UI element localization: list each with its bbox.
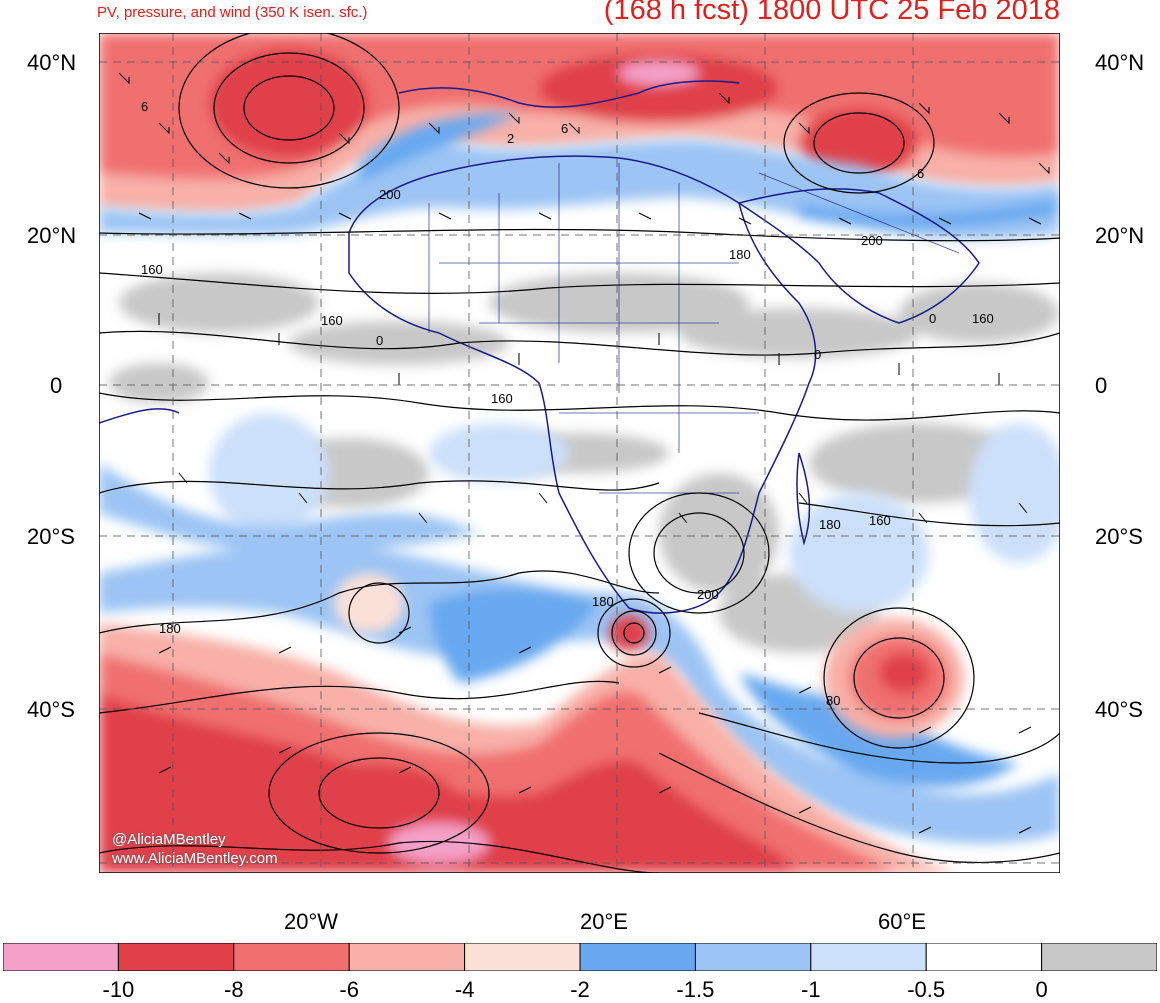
contour-label: 180 bbox=[819, 517, 841, 532]
credit-website: www.AliciaMBentley.com bbox=[112, 850, 278, 867]
pv-colorbar bbox=[3, 943, 1157, 971]
colorbar-swatch bbox=[694, 943, 812, 971]
contour-label: 200 bbox=[379, 187, 401, 202]
colorbar-label: -4 bbox=[454, 977, 475, 1002]
colorbar-swatch bbox=[464, 943, 581, 971]
colorbar-label: -8 bbox=[224, 977, 244, 1002]
colorbar-label: -1.5 bbox=[676, 977, 715, 1002]
tropical-light-blue-shading bbox=[209, 413, 1060, 613]
lon-label-20e: 20°E bbox=[580, 909, 628, 934]
colorbar-label: -6 bbox=[339, 977, 359, 1002]
contour-labels: 6 2 6 200 160 160 0 160 180 200 6 0 160 … bbox=[141, 99, 994, 708]
colorbar-label: -2 bbox=[570, 977, 590, 1002]
product-title: PV, pressure, and wind (350 K isen. sfc.… bbox=[97, 4, 368, 21]
contour-label: 6 bbox=[917, 166, 924, 181]
contour-label: 160 bbox=[491, 391, 513, 406]
colorbar-swatch bbox=[348, 943, 466, 971]
lat-label-20n-left: 20°N bbox=[27, 223, 77, 248]
pressure-contours bbox=[99, 33, 1060, 873]
colorbar-swatch bbox=[117, 943, 235, 971]
colorbar-swatch bbox=[3, 943, 119, 971]
credit-twitter: @AliciaMBentley bbox=[112, 831, 226, 848]
lat-label-20s-left: 20°S bbox=[27, 524, 75, 549]
colorbar-label: -0.5 bbox=[907, 977, 946, 1002]
colorbar-swatch bbox=[233, 943, 350, 971]
lat-lon-grid bbox=[99, 33, 1060, 873]
lat-label-40s-left: 40°S bbox=[27, 697, 75, 722]
lat-label-40n-right: 40°N bbox=[1095, 50, 1145, 75]
south-pv-shading bbox=[99, 573, 964, 873]
contour-label: 180 bbox=[159, 621, 181, 636]
credit-block: @AliciaMBentley www.AliciaMBentley.com bbox=[112, 830, 278, 868]
contour-label: 0 bbox=[376, 333, 383, 348]
contour-label: 200 bbox=[861, 233, 883, 248]
forecast-time-title: (168 h fcst) 1800 UTC 25 Feb 2018 bbox=[603, 0, 1060, 26]
pv-map: 6 2 6 200 160 160 0 160 180 200 6 0 160 … bbox=[99, 33, 1060, 873]
country-borders bbox=[428, 163, 960, 494]
contour-label: 2 bbox=[507, 131, 514, 146]
lat-label-40s-right: 40°S bbox=[1095, 697, 1143, 722]
lon-label-60e: 60°E bbox=[878, 909, 926, 934]
lat-label-20n-right: 20°N bbox=[1095, 223, 1145, 248]
lat-label-20s-right: 20°S bbox=[1095, 524, 1143, 549]
colorbar-label: 0 bbox=[1035, 977, 1048, 1002]
colorbar-swatch bbox=[579, 943, 696, 971]
colorbar-label: -10 bbox=[102, 977, 135, 1002]
lat-label-40n-left: 40°N bbox=[27, 50, 77, 75]
contour-label: 160 bbox=[321, 313, 343, 328]
coastlines bbox=[99, 80, 980, 614]
colorbar-swatch bbox=[925, 943, 1043, 971]
contour-label: 180 bbox=[729, 247, 751, 262]
lon-label-20w: 20°W bbox=[284, 909, 339, 934]
contour-label: 180 bbox=[592, 594, 614, 609]
colorbar-swatch bbox=[1041, 943, 1157, 971]
contour-label: 6 bbox=[561, 121, 568, 136]
wind-barbs bbox=[118, 72, 1050, 834]
contour-label: 0 bbox=[814, 347, 821, 362]
contour-label: 160 bbox=[141, 262, 163, 277]
lat-label-eq-right: 0 bbox=[1095, 373, 1108, 398]
contour-label: 160 bbox=[972, 311, 994, 326]
lat-label-eq-left: 0 bbox=[50, 373, 63, 398]
contour-label: 80 bbox=[826, 693, 840, 708]
contour-label: 0 bbox=[929, 311, 936, 326]
colorbar-swatch bbox=[810, 943, 927, 971]
contour-label: 200 bbox=[697, 587, 719, 602]
colorbar-label: -1 bbox=[801, 977, 821, 1002]
north-blue-band bbox=[99, 113, 1060, 240]
contour-label: 6 bbox=[141, 99, 148, 114]
contour-label: 160 bbox=[869, 513, 891, 528]
